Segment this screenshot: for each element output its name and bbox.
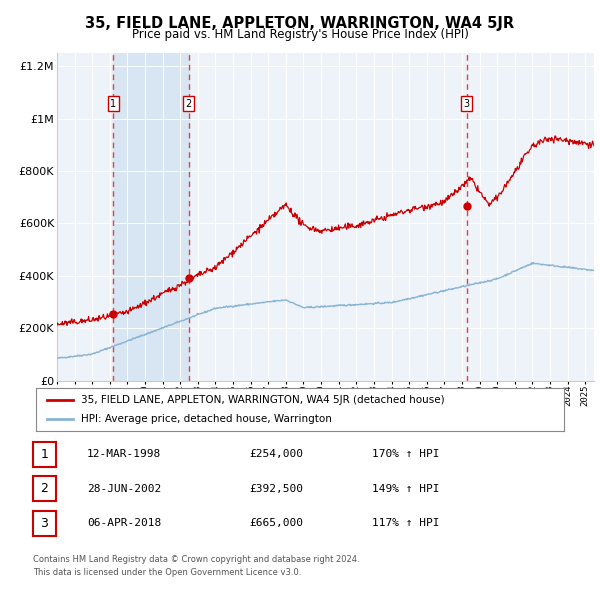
Text: 2: 2 xyxy=(40,482,49,495)
Text: Price paid vs. HM Land Registry's House Price Index (HPI): Price paid vs. HM Land Registry's House … xyxy=(131,28,469,41)
Text: 06-APR-2018: 06-APR-2018 xyxy=(87,519,161,528)
Text: £392,500: £392,500 xyxy=(249,484,303,493)
Text: 35, FIELD LANE, APPLETON, WARRINGTON, WA4 5JR (detached house): 35, FIELD LANE, APPLETON, WARRINGTON, WA… xyxy=(81,395,445,405)
Text: 3: 3 xyxy=(463,99,470,109)
Text: 28-JUN-2002: 28-JUN-2002 xyxy=(87,484,161,493)
Text: 117% ↑ HPI: 117% ↑ HPI xyxy=(372,519,439,528)
Text: 170% ↑ HPI: 170% ↑ HPI xyxy=(372,450,439,459)
Text: 2: 2 xyxy=(186,99,192,109)
Text: 1: 1 xyxy=(40,448,49,461)
Text: 3: 3 xyxy=(40,517,49,530)
Text: This data is licensed under the Open Government Licence v3.0.: This data is licensed under the Open Gov… xyxy=(33,568,301,577)
Text: £665,000: £665,000 xyxy=(249,519,303,528)
Text: 149% ↑ HPI: 149% ↑ HPI xyxy=(372,484,439,493)
Text: 12-MAR-1998: 12-MAR-1998 xyxy=(87,450,161,459)
Text: 35, FIELD LANE, APPLETON, WARRINGTON, WA4 5JR: 35, FIELD LANE, APPLETON, WARRINGTON, WA… xyxy=(85,16,515,31)
Text: 1: 1 xyxy=(110,99,116,109)
Bar xyxy=(113,53,189,381)
Text: Contains HM Land Registry data © Crown copyright and database right 2024.: Contains HM Land Registry data © Crown c… xyxy=(33,555,359,564)
Text: £254,000: £254,000 xyxy=(249,450,303,459)
Text: HPI: Average price, detached house, Warrington: HPI: Average price, detached house, Warr… xyxy=(81,414,332,424)
